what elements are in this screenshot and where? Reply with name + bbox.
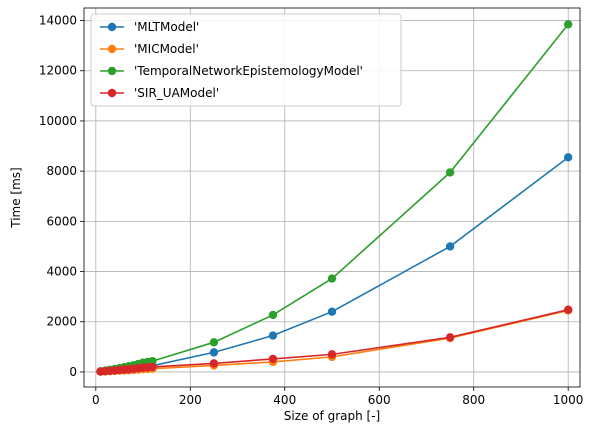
legend-item: 'TemporalNetworkEpistemologyModel' (100, 64, 363, 78)
data-point (209, 359, 219, 368)
data-point (268, 331, 278, 340)
y-tick-label: 2000 (46, 315, 77, 329)
x-tick-label: 0 (92, 393, 100, 407)
axis-ticks: 0 200 400 600 800 100002000400060008000100001… (39, 14, 584, 407)
x-axis-label: Size of graph [-] (284, 409, 380, 423)
data-point (327, 350, 337, 359)
x-tick-label: 200 (179, 393, 202, 407)
x-tick-label: 1000 (553, 393, 584, 407)
data-point (445, 242, 455, 251)
legend-label: 'MLTModel' (134, 20, 199, 34)
legend-label: 'SIR_UAModel' (134, 86, 219, 100)
legend-item: 'SIR_UAModel' (100, 86, 219, 100)
x-tick-label: 400 (273, 393, 296, 407)
data-point (209, 338, 219, 347)
legend-marker (107, 22, 117, 32)
series-0 (96, 153, 573, 376)
series-line (100, 156, 569, 373)
y-axis-label: Time [ms] (9, 167, 23, 229)
y-tick-label: 12000 (39, 64, 77, 78)
data-point (327, 307, 337, 316)
data-point (445, 333, 455, 342)
legend: 'MLTModel' 'MICModel' 'TemporalNetworkEpis… (90, 13, 402, 107)
x-tick-label: 800 (462, 393, 485, 407)
y-tick-label: 0 (69, 365, 77, 379)
series-layer (96, 20, 573, 376)
data-point (148, 356, 157, 366)
data-point (563, 153, 573, 162)
y-tick-label: 14000 (39, 14, 77, 28)
series-3 (96, 305, 573, 376)
data-point (445, 168, 455, 177)
data-point (563, 20, 573, 29)
data-point (268, 310, 278, 320)
legend-marker (107, 44, 117, 54)
data-point (268, 354, 278, 364)
data-point (209, 348, 219, 357)
data-point (563, 305, 573, 314)
plot-area-frame (83, 7, 581, 388)
x-tick-label: 600 (368, 393, 391, 407)
legend-item: 'MLTModel' (100, 20, 199, 34)
legend-marker (107, 88, 117, 98)
legend-marker (107, 66, 117, 76)
y-tick-label: 4000 (46, 265, 77, 279)
legend-box (90, 13, 402, 107)
legend-label: 'MICModel' (134, 42, 199, 56)
data-point (327, 274, 337, 283)
data-point (148, 362, 157, 372)
legend-item: 'MICModel' (100, 42, 199, 56)
y-tick-label: 10000 (39, 114, 77, 128)
y-tick-label: 8000 (46, 164, 77, 178)
legend-label: 'TemporalNetworkEpistemologyModel' (134, 64, 363, 78)
y-tick-label: 6000 (46, 214, 77, 228)
